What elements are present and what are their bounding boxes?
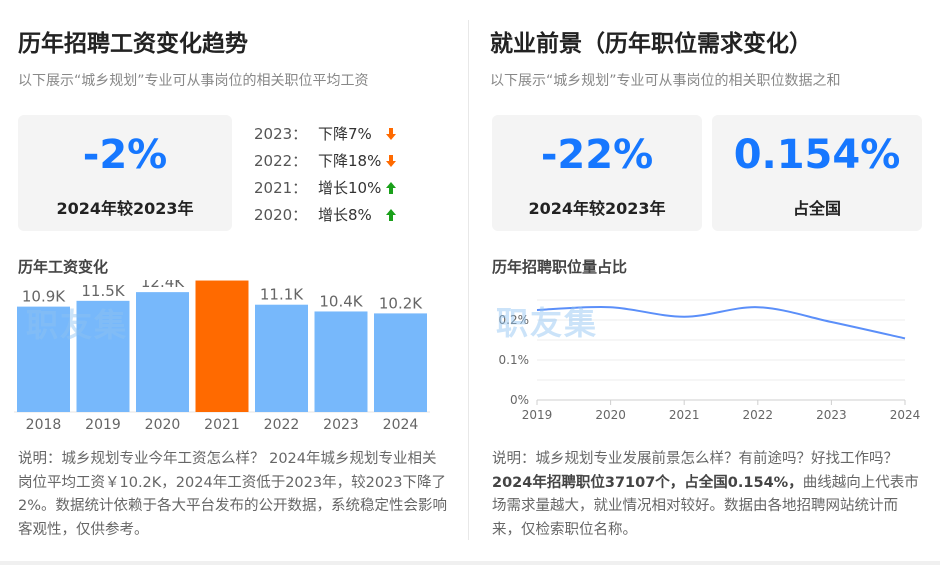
job-change-label: 2024年较2023年 xyxy=(528,199,666,218)
yoy-year: 2022： xyxy=(254,152,308,170)
bar-data-label: 10.4K xyxy=(319,292,363,310)
panel-divider xyxy=(468,20,469,540)
x-tick-label: 2022 xyxy=(264,417,300,433)
arrow-down-icon xyxy=(386,154,396,167)
job-share-line-chart: 0% 0.1% 0.2% 2019 2020 2021 2022 2023 2024 xyxy=(499,299,921,422)
x-tick-label: 2019 xyxy=(522,408,553,422)
job-share-chart-title: 历年招聘职位量占比 xyxy=(492,258,628,276)
x-tick-label: 2019 xyxy=(85,417,121,433)
yoy-row: 2021： 增长10% xyxy=(254,174,398,201)
bar-2019 xyxy=(76,300,130,412)
yoy-change-list: 2023： 下降7% 2022： 下降18% 2021： 增长10% 2020：… xyxy=(254,120,398,228)
national-share-card: 0.154% 占全国 xyxy=(712,115,922,231)
x-tick-label: 2023 xyxy=(323,417,359,433)
national-share-value: 0.154% xyxy=(733,132,901,178)
salary-change-label: 2024年较2023年 xyxy=(56,199,194,218)
bar-2024 xyxy=(374,313,427,412)
watermark-logo: 职友集 xyxy=(496,304,599,342)
bar-data-label: 12.4K xyxy=(141,280,185,291)
job-outlook-subtitle: 以下展示“城乡规划”专业可从事岗位的相关职位数据之和 xyxy=(490,73,841,89)
yoy-row: 2020： 增长8% xyxy=(254,201,398,228)
watermark-logo: 职友集 xyxy=(26,306,129,344)
bar-2018 xyxy=(17,306,70,412)
job-change-card: -22% 2024年较2023年 xyxy=(492,115,702,231)
yoy-text: 下降7% xyxy=(318,125,372,143)
yoy-row: 2022： 下降18% xyxy=(254,147,398,174)
bar-2022 xyxy=(255,304,308,412)
x-tick-label: 2021 xyxy=(669,408,700,422)
bar-data-label: 10.2K xyxy=(379,294,423,312)
yoy-year: 2020： xyxy=(254,206,308,224)
bar-2021 xyxy=(195,280,249,412)
note-highlight: 2024年招聘职位37107个，占全国0.154%， xyxy=(492,474,803,491)
yoy-text: 增长8% xyxy=(318,206,372,224)
arrow-up-icon xyxy=(386,181,396,194)
national-share-label: 占全国 xyxy=(792,199,841,218)
arrow-up-icon xyxy=(386,208,396,221)
job-change-value: -22% xyxy=(540,132,654,178)
job-outlook-panel: 就业前景（历年职位需求变化） 以下展示“城乡规划”专业可从事岗位的相关职位数据之… xyxy=(472,0,940,565)
job-outlook-note: 说明：城乡规划专业发展前景怎么样？有前途吗？好找工作吗？ 2024年招聘职位37… xyxy=(492,448,922,542)
yoy-text: 下降18% xyxy=(318,152,382,170)
salary-note: 说明：城乡规划专业今年工资怎么样？ 2024年城乡规划专业相关岗位平均工资￥10… xyxy=(18,451,448,538)
bar-data-label: 11.1K xyxy=(260,286,304,304)
bar-data-label: 10.9K xyxy=(22,288,66,306)
x-tick-label: 2020 xyxy=(595,408,626,422)
x-tick-label: 2024 xyxy=(890,408,921,422)
y-tick-label: 0.1% xyxy=(499,353,530,367)
salary-chart-title: 历年工资变化 xyxy=(18,258,109,276)
arrow-down-icon xyxy=(386,127,396,140)
x-tick-label: 2020 xyxy=(145,417,181,433)
salary-trend-title: 历年招聘工资变化趋势 xyxy=(18,31,248,57)
bottom-rule xyxy=(0,561,940,565)
y-tick-label: 0% xyxy=(510,393,529,407)
salary-trend-subtitle: 以下展示“城乡规划”专业可从事岗位的相关职位平均工资 xyxy=(18,73,369,89)
salary-trend-panel: 历年招聘工资变化趋势 以下展示“城乡规划”专业可从事岗位的相关职位平均工资 -2… xyxy=(0,0,462,565)
bar-data-label: 11.5K xyxy=(81,282,125,300)
y-tick-label: 0.2% xyxy=(499,313,530,327)
x-tick-label: 2024 xyxy=(383,417,419,433)
salary-change-value: -2% xyxy=(82,132,168,178)
bar-2023 xyxy=(314,311,368,412)
series-line xyxy=(536,305,906,340)
salary-bar-chart: 10.9K201811.5K201912.4K202013.6K202111.1… xyxy=(14,280,430,433)
salary-change-card: -2% 2024年较2023年 xyxy=(18,115,232,231)
yoy-year: 2021： xyxy=(254,179,308,197)
yoy-row: 2023： 下降7% xyxy=(254,120,398,147)
yoy-text: 增长10% xyxy=(318,179,382,197)
job-outlook-title: 就业前景（历年职位需求变化） xyxy=(490,31,812,57)
x-tick-label: 2018 xyxy=(26,417,62,433)
x-tick-label: 2022 xyxy=(743,408,774,422)
bar-2020 xyxy=(136,292,189,412)
note-suffix: 曲线越向上代表市场需求量越大，就业情况相对较好。数据由各地招聘网站统计而来，仅检… xyxy=(492,474,919,538)
x-tick-label: 2023 xyxy=(816,408,847,422)
note-prefix: 说明：城乡规划专业发展前景怎么样？有前途吗？好找工作吗？ xyxy=(492,451,898,467)
x-tick-label: 2021 xyxy=(204,417,240,433)
yoy-year: 2023： xyxy=(254,125,308,143)
